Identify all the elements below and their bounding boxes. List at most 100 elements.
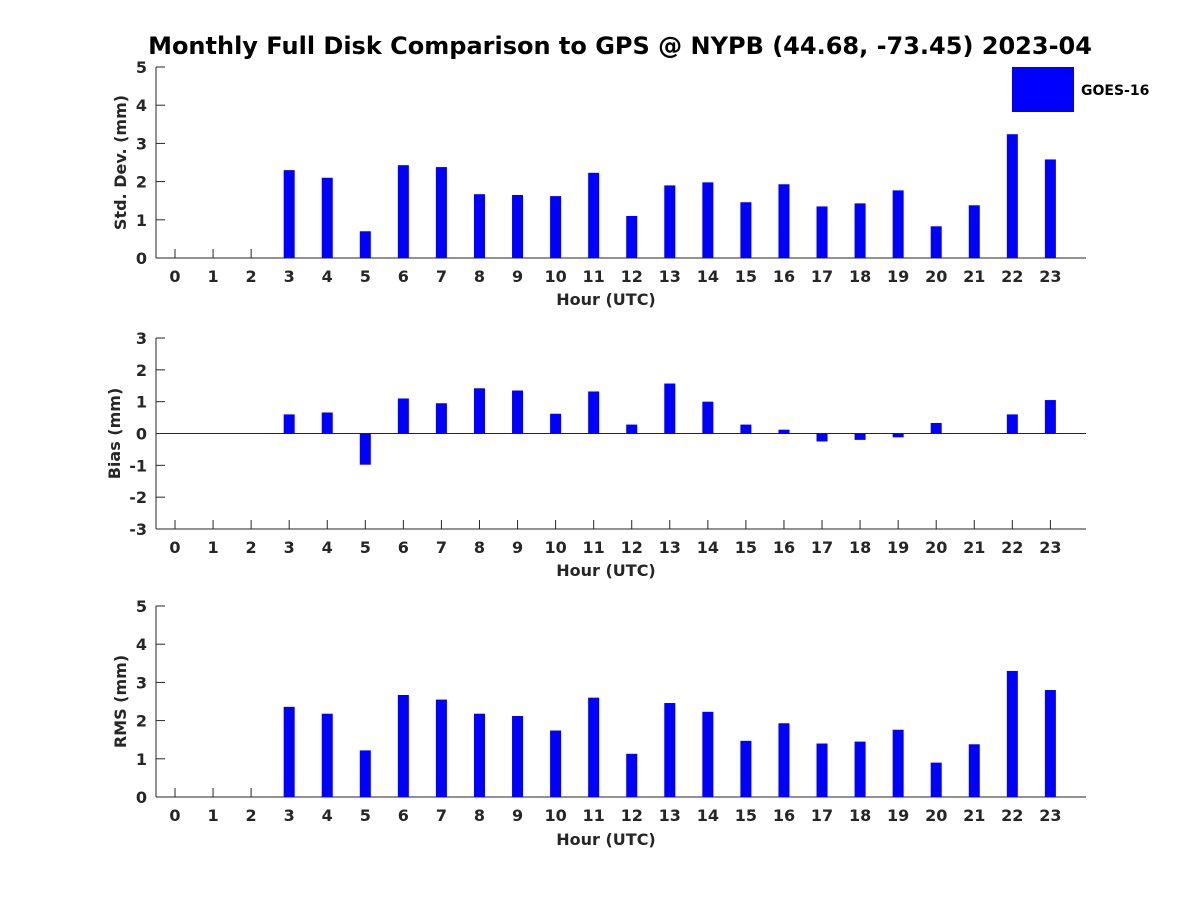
x-tick-label: 14 xyxy=(697,538,719,557)
bar xyxy=(664,703,676,797)
x-tick-label: 16 xyxy=(773,806,795,825)
x-tick-label: 21 xyxy=(963,538,985,557)
x-tick-label: 19 xyxy=(887,538,909,557)
x-tick-label: 16 xyxy=(773,267,795,286)
bar xyxy=(359,750,371,797)
x-tick-label: 13 xyxy=(659,806,681,825)
bar xyxy=(473,713,485,797)
bar xyxy=(664,185,676,258)
x-tick-label: 15 xyxy=(735,538,757,557)
bar xyxy=(397,398,409,434)
x-tick-label: 2 xyxy=(246,267,257,286)
bar xyxy=(664,383,676,434)
bar xyxy=(626,753,638,797)
y-tick-label: 2 xyxy=(136,361,147,380)
x-tick-label: 16 xyxy=(773,538,795,557)
bar xyxy=(1044,159,1056,258)
x-tick-label: 5 xyxy=(360,267,371,286)
bar xyxy=(854,741,866,797)
y-tick-label: 4 xyxy=(136,635,147,654)
x-tick-label: 11 xyxy=(583,806,605,825)
y-tick-label: 2 xyxy=(136,712,147,731)
bar xyxy=(930,422,942,434)
y-tick-label: 0 xyxy=(136,788,147,807)
bar xyxy=(740,202,752,258)
x-tick-label: 23 xyxy=(1039,267,1061,286)
bar xyxy=(435,403,447,434)
bar xyxy=(968,744,980,797)
y-tick-label: -2 xyxy=(129,488,147,507)
y-tick-label: 0 xyxy=(136,425,147,444)
x-tick-label: 13 xyxy=(659,267,681,286)
legend-swatch xyxy=(1012,67,1074,112)
bar xyxy=(283,170,295,258)
x-tick-label: 18 xyxy=(849,538,871,557)
x-tick-label: 18 xyxy=(849,806,871,825)
bar xyxy=(550,413,562,434)
x-tick-label: 2 xyxy=(246,538,257,557)
bar xyxy=(283,414,295,434)
x-tick-label: 11 xyxy=(583,267,605,286)
x-tick-label: 5 xyxy=(360,806,371,825)
x-tick-label: 13 xyxy=(659,538,681,557)
x-tick-label: 21 xyxy=(963,267,985,286)
bar xyxy=(778,184,790,258)
x-tick-label: 2 xyxy=(246,806,257,825)
bar xyxy=(968,205,980,258)
x-tick-label: 18 xyxy=(849,267,871,286)
x-axis-label: Hour (UTC) xyxy=(556,290,656,309)
y-tick-label: 3 xyxy=(136,329,147,348)
y-axis-label: Std. Dev. (mm) xyxy=(111,95,130,230)
x-tick-label: 21 xyxy=(963,806,985,825)
x-tick-label: 3 xyxy=(284,806,295,825)
x-tick-label: 7 xyxy=(436,806,447,825)
bar xyxy=(854,203,866,258)
x-tick-label: 19 xyxy=(887,267,909,286)
bar xyxy=(1044,690,1056,797)
bar xyxy=(1006,670,1018,797)
x-tick-label: 19 xyxy=(887,806,909,825)
x-tick-label: 4 xyxy=(322,538,333,557)
bar xyxy=(1006,414,1018,434)
x-tick-label: 15 xyxy=(735,806,757,825)
bar xyxy=(435,167,447,258)
bar xyxy=(512,390,524,434)
y-tick-label: 5 xyxy=(136,597,147,616)
x-tick-label: 6 xyxy=(398,538,409,557)
x-tick-label: 10 xyxy=(544,267,566,286)
y-axis-label: Bias (mm) xyxy=(105,388,124,480)
x-tick-label: 17 xyxy=(811,538,833,557)
bar xyxy=(626,424,638,434)
y-tick-label: 1 xyxy=(136,393,147,412)
x-tick-label: 8 xyxy=(474,267,485,286)
bar xyxy=(321,412,333,434)
x-tick-label: 12 xyxy=(621,267,643,286)
bar xyxy=(321,177,333,258)
x-tick-label: 3 xyxy=(284,267,295,286)
x-tick-label: 20 xyxy=(925,806,947,825)
x-tick-label: 10 xyxy=(544,538,566,557)
bar xyxy=(550,196,562,258)
bar xyxy=(702,401,714,434)
x-tick-label: 7 xyxy=(436,267,447,286)
y-tick-label: 4 xyxy=(136,96,147,115)
x-tick-label: 1 xyxy=(207,806,218,825)
y-tick-label: 3 xyxy=(136,673,147,692)
legend: GOES-16 xyxy=(1012,67,1149,112)
bar xyxy=(892,433,904,438)
x-tick-label: 17 xyxy=(811,267,833,286)
bar xyxy=(930,762,942,797)
bar xyxy=(930,226,942,258)
bar xyxy=(816,206,828,258)
x-tick-label: 11 xyxy=(583,538,605,557)
bar xyxy=(854,433,866,440)
bar xyxy=(435,699,447,797)
bar xyxy=(1006,134,1018,258)
bar xyxy=(778,723,790,797)
y-tick-label: 0 xyxy=(136,249,147,268)
x-tick-label: 8 xyxy=(474,538,485,557)
bar xyxy=(473,194,485,258)
